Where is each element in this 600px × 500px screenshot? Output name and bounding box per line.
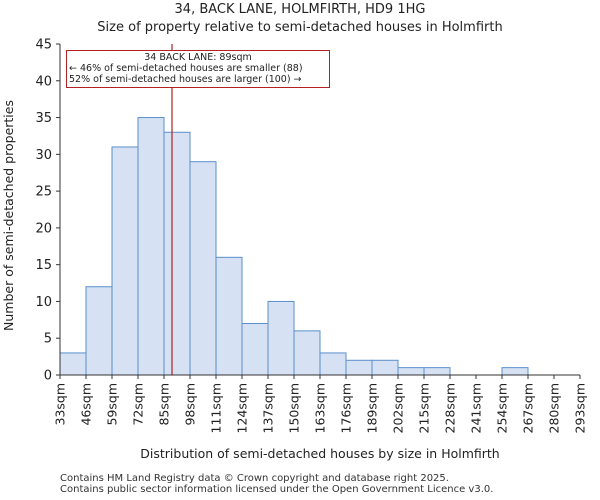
- y-tick-label-40: 40: [35, 74, 52, 89]
- bar-202sqm: [397, 367, 425, 376]
- y-tick-label-10: 10: [35, 295, 52, 310]
- bar-215sqm: [423, 367, 451, 376]
- x-tick-label-85sqm: 85sqm: [157, 383, 172, 426]
- x-tick-label-202sqm: 202sqm: [391, 383, 406, 433]
- bar-59sqm: [111, 146, 139, 376]
- bar-254sqm: [501, 367, 529, 376]
- annotation-line-smaller: ← 46% of semi-detached houses are smalle…: [69, 63, 303, 74]
- bar-137sqm: [267, 300, 295, 376]
- x-tick-label-267sqm: 267sqm: [521, 383, 536, 433]
- y-tick-label-0: 0: [44, 369, 52, 384]
- x-tick-label-228sqm: 228sqm: [443, 383, 458, 433]
- y-tick-label-15: 15: [35, 258, 52, 273]
- x-tick-label-280sqm: 280sqm: [547, 383, 562, 433]
- bar-163sqm: [319, 352, 347, 376]
- y-tick-label-20: 20: [35, 221, 52, 236]
- bar-46sqm: [85, 286, 113, 376]
- x-tick-label-215sqm: 215sqm: [417, 383, 432, 433]
- bar-85sqm: [163, 131, 191, 376]
- chart-title: 34, BACK LANE, HOLMFIRTH, HD9 1HG: [174, 2, 426, 17]
- x-tick-label-163sqm: 163sqm: [313, 383, 328, 433]
- footer-licence: Contains public sector information licen…: [60, 484, 494, 495]
- x-tick-label-293sqm: 293sqm: [573, 383, 588, 433]
- bar-189sqm: [371, 359, 399, 376]
- bar-111sqm: [215, 256, 243, 376]
- x-tick-label-241sqm: 241sqm: [469, 383, 484, 433]
- y-tick-label-30: 30: [35, 148, 52, 163]
- x-tick-label-98sqm: 98sqm: [183, 383, 198, 426]
- x-tick-label-46sqm: 46sqm: [79, 383, 94, 426]
- y-axis-label: Number of semi-detached properties: [1, 100, 16, 331]
- x-tick-label-72sqm: 72sqm: [131, 383, 146, 426]
- x-tick-label-59sqm: 59sqm: [105, 383, 120, 426]
- y-tick-label-25: 25: [35, 185, 52, 200]
- x-tick-label-176sqm: 176sqm: [339, 383, 354, 433]
- bar-150sqm: [293, 330, 321, 376]
- property-annotation-box: 34 BACK LANE: 89sqm ← 46% of semi-detach…: [66, 50, 330, 88]
- bar-98sqm: [189, 161, 217, 376]
- y-tick-label-45: 45: [35, 38, 52, 53]
- annotation-line-size: 34 BACK LANE: 89sqm: [144, 52, 252, 63]
- x-tick-label-33sqm: 33sqm: [53, 383, 68, 426]
- x-tick-label-254sqm: 254sqm: [495, 383, 510, 433]
- x-tick-label-111sqm: 111sqm: [209, 383, 224, 433]
- bar-72sqm: [137, 117, 165, 376]
- bar-33sqm: [59, 352, 87, 376]
- bar-124sqm: [241, 323, 269, 376]
- x-axis-label: Distribution of semi-detached houses by …: [140, 446, 499, 461]
- y-tick-label-35: 35: [35, 111, 52, 126]
- chart-subtitle: Size of property relative to semi-detach…: [97, 20, 503, 35]
- annotation-line-larger: 52% of semi-detached houses are larger (…: [69, 74, 302, 85]
- x-tick-label-150sqm: 150sqm: [287, 383, 302, 433]
- bar-176sqm: [345, 359, 373, 376]
- footer-copyright: Contains HM Land Registry data © Crown c…: [60, 473, 449, 484]
- y-tick-label-5: 5: [44, 332, 52, 347]
- x-tick-label-189sqm: 189sqm: [365, 383, 380, 433]
- x-tick-label-137sqm: 137sqm: [261, 383, 276, 433]
- x-tick-label-124sqm: 124sqm: [235, 383, 250, 433]
